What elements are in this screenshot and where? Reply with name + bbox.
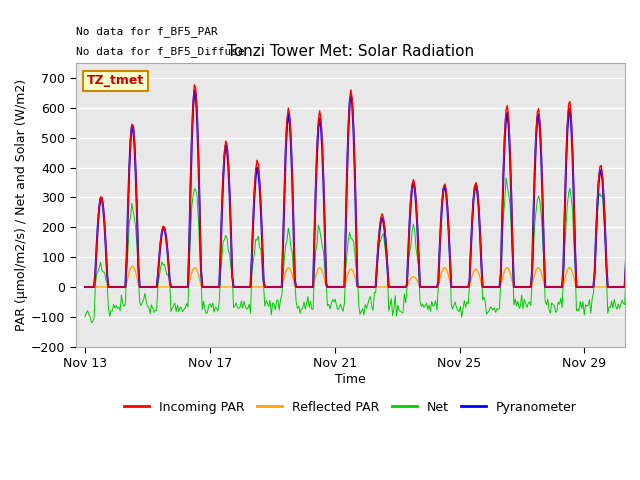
Text: TZ_tmet: TZ_tmet <box>86 74 144 87</box>
Text: No data for f_BF5_Diffuse: No data for f_BF5_Diffuse <box>76 46 244 57</box>
Title: Tonzi Tower Met: Solar Radiation: Tonzi Tower Met: Solar Radiation <box>227 44 474 59</box>
Text: No data for f_BF5_PAR: No data for f_BF5_PAR <box>76 26 218 37</box>
X-axis label: Time: Time <box>335 373 365 386</box>
Legend: Incoming PAR, Reflected PAR, Net, Pyranometer: Incoming PAR, Reflected PAR, Net, Pyrano… <box>118 396 582 419</box>
Y-axis label: PAR (μmol/m2/s) / Net and Solar (W/m2): PAR (μmol/m2/s) / Net and Solar (W/m2) <box>15 79 28 331</box>
